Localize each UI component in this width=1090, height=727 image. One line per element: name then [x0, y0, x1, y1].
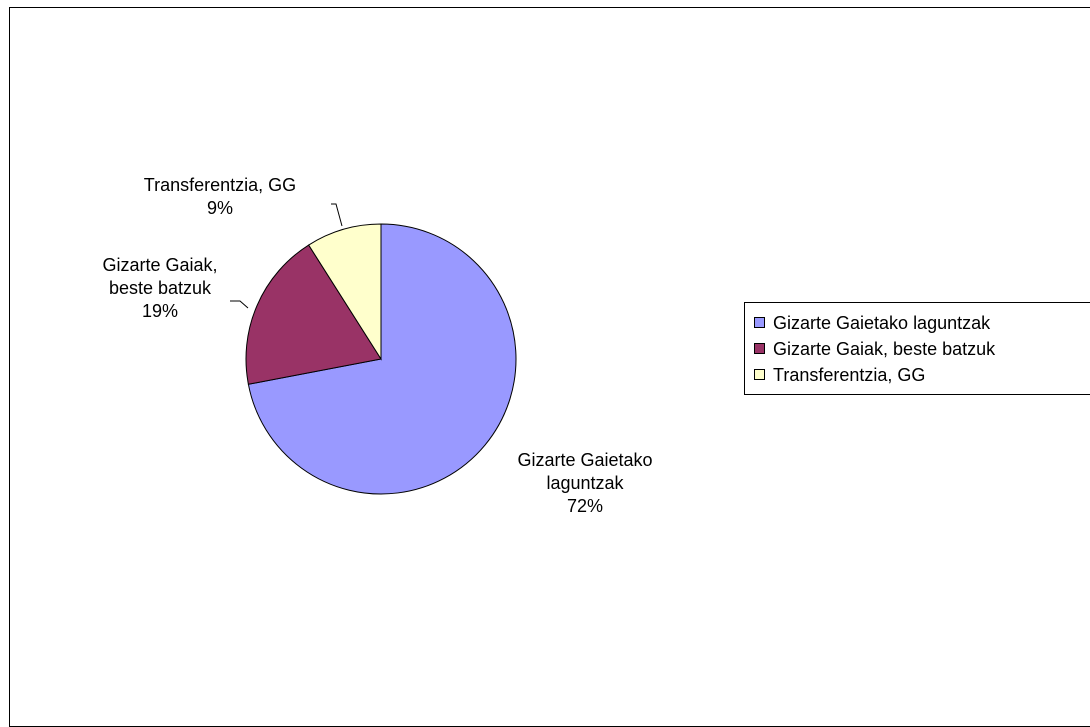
leader-line-gizarte-gaiak-beste-batzuk	[230, 300, 249, 309]
legend-label: Transferentzia, GG	[773, 365, 926, 385]
legend-item-transferentzia-gg: Transferentzia, GG	[754, 363, 926, 387]
legend-swatch	[754, 343, 765, 354]
pie-slice-gizarte-gaietako-laguntzak	[247, 223, 517, 495]
legend-item-gizarte-gaietako-laguntzak: Gizarte Gaietako laguntzak	[754, 311, 991, 335]
leader-line-transferentzia-gg	[331, 203, 343, 227]
pie-chart	[230, 203, 517, 495]
legend-swatch	[754, 317, 765, 328]
legend-label: Gizarte Gaiak, beste batzuk	[773, 339, 996, 359]
legend-swatch	[754, 369, 765, 380]
legend-label: Gizarte Gaietako laguntzak	[773, 313, 991, 333]
data-label-transferentzia-gg: Transferentzia, GG 9%	[143, 175, 297, 218]
legend-item-gizarte-gaiak-beste-batzuk: Gizarte Gaiak, beste batzuk	[754, 337, 996, 361]
data-label-gizarte-gaiak-beste-batzuk: Gizarte Gaiak, beste batzuk 19%	[102, 255, 218, 321]
data-label-gizarte-gaietako-laguntzak: Gizarte Gaietako laguntzak 72%	[517, 450, 653, 516]
legend: Gizarte Gaietako laguntzak Gizarte Gaiak…	[744, 302, 1090, 395]
pie-slice-transferentzia-gg	[307, 223, 382, 361]
chart-area: Gizarte Gaietako laguntzak 72% Gizarte G…	[9, 7, 1090, 727]
pie-slice-gizarte-gaiak-beste-batzuk	[245, 244, 382, 385]
